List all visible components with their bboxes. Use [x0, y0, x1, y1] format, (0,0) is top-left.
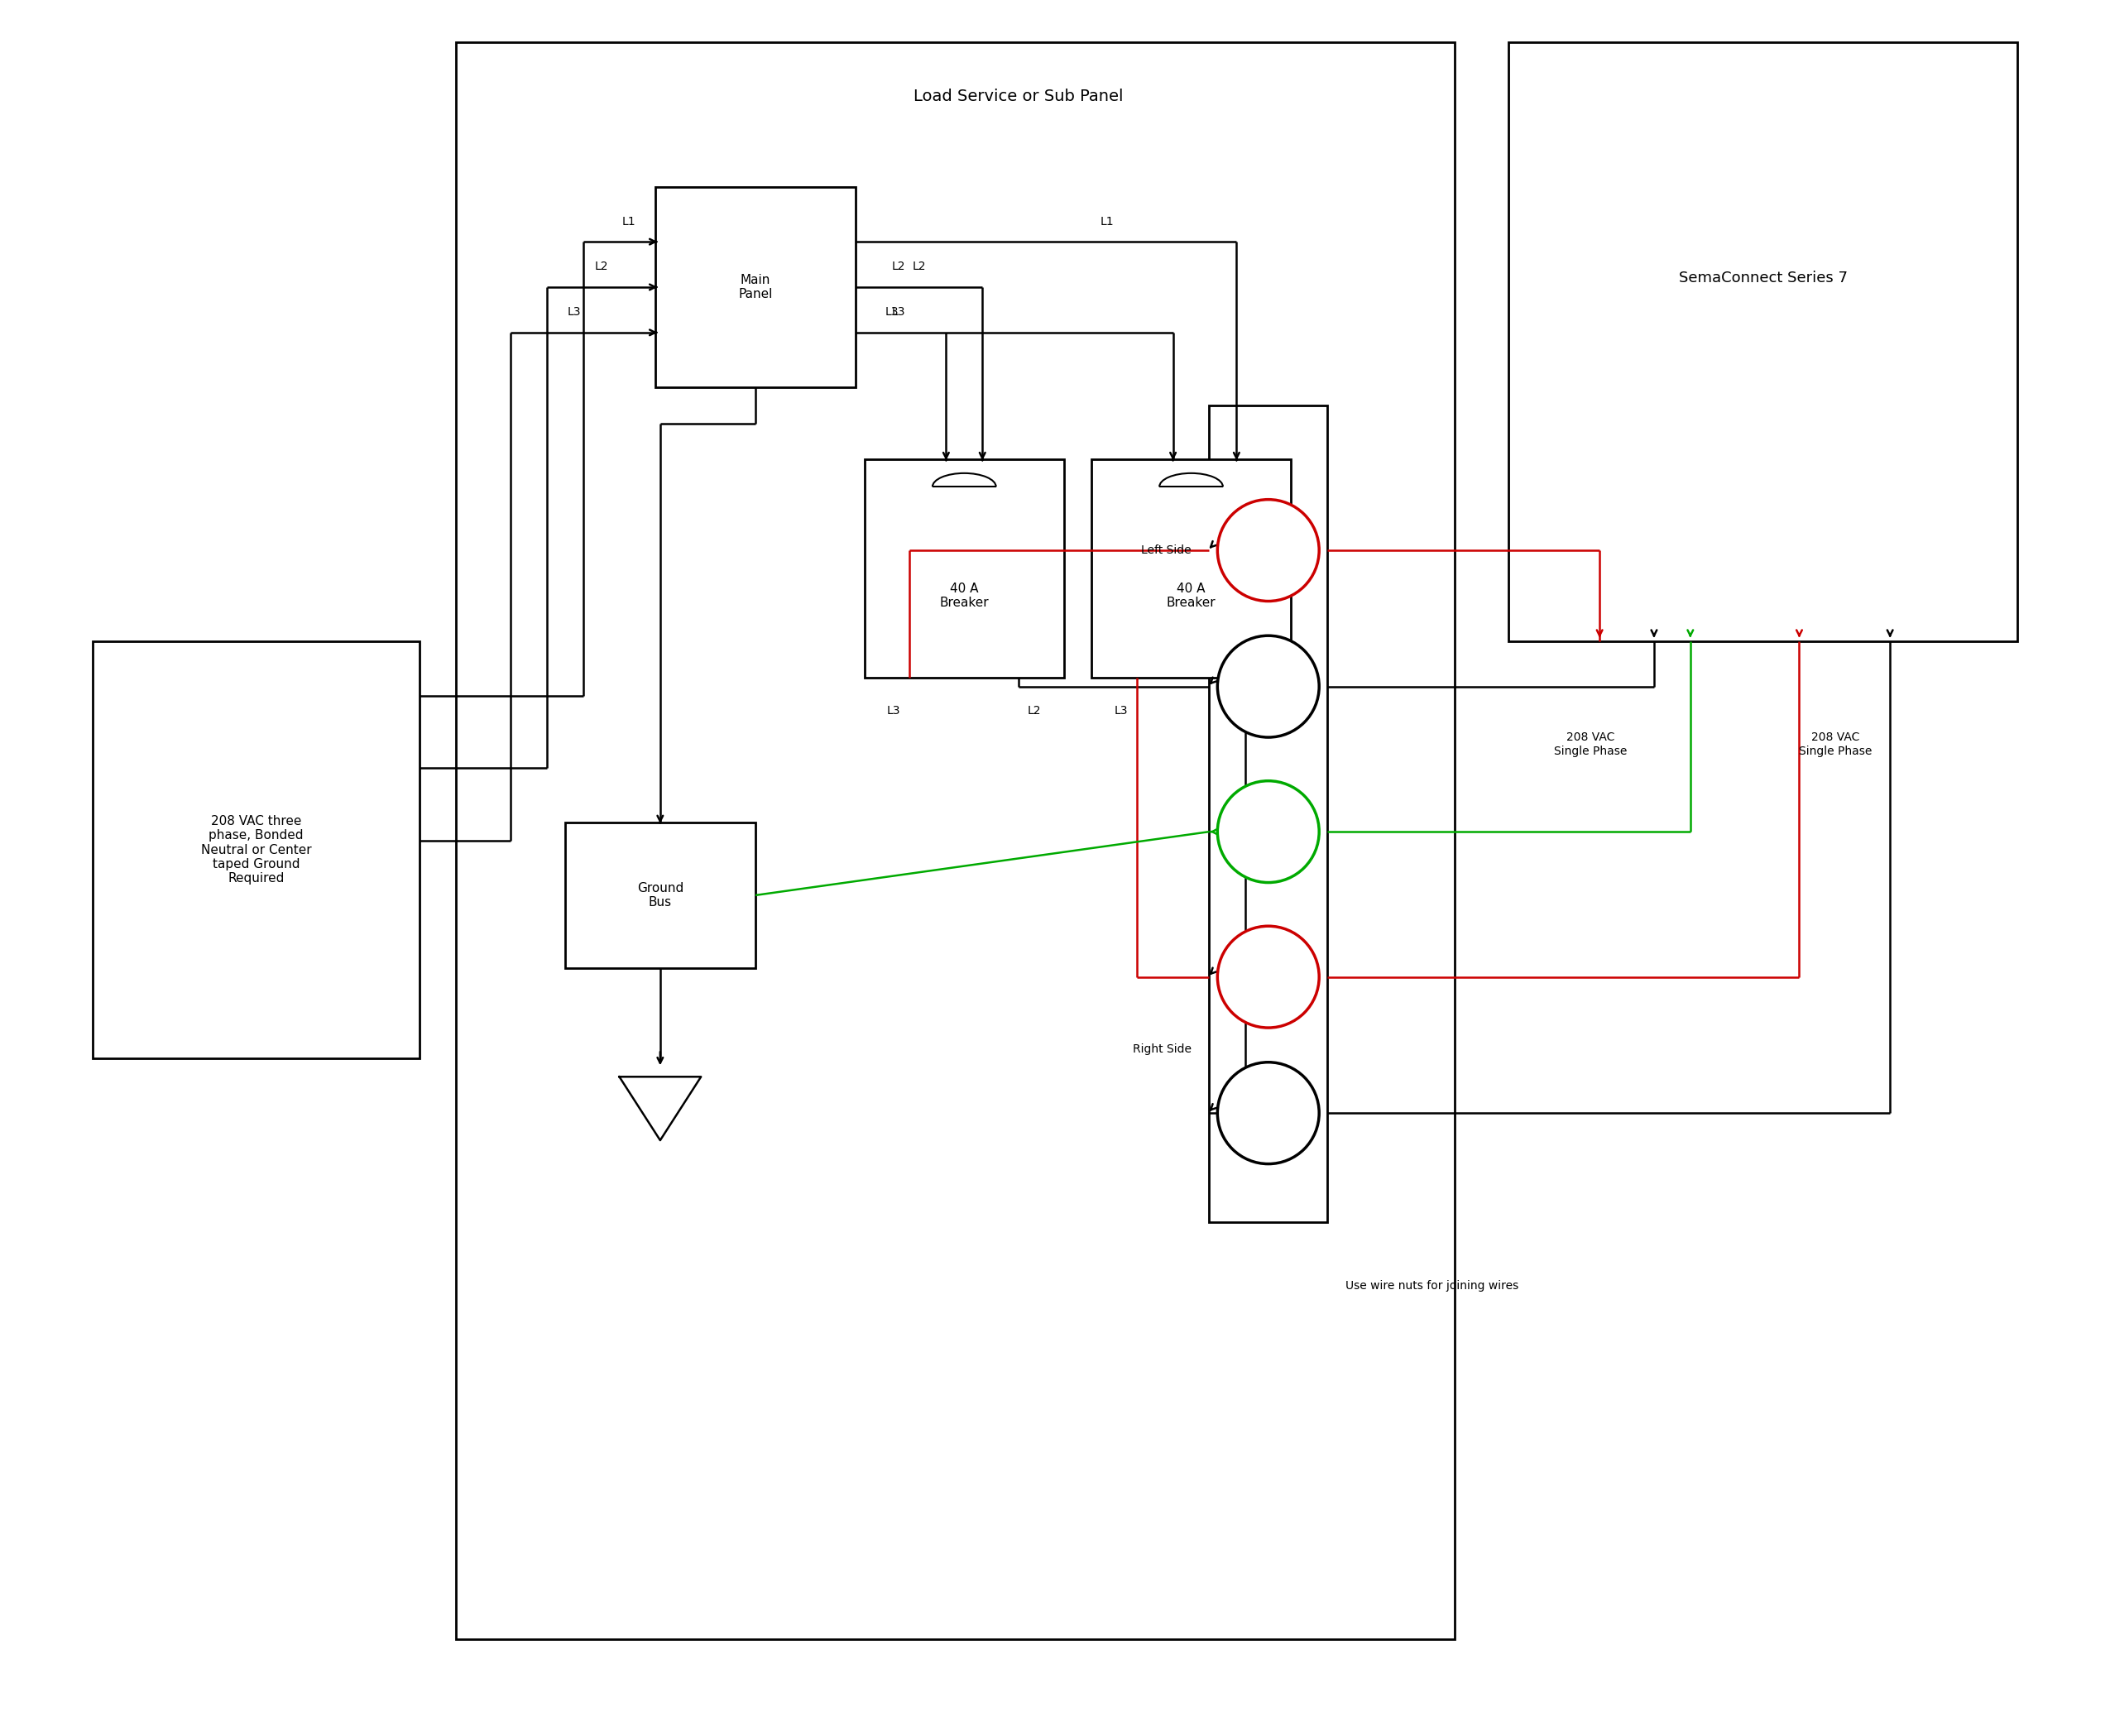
Text: L2: L2: [595, 260, 608, 273]
Circle shape: [1217, 635, 1319, 738]
Circle shape: [1217, 925, 1319, 1028]
Text: Left Side: Left Side: [1142, 545, 1192, 556]
Bar: [565, 823, 755, 969]
Bar: [1209, 404, 1327, 1222]
Text: L1: L1: [622, 215, 635, 227]
Text: 40 A
Breaker: 40 A Breaker: [939, 582, 990, 609]
Text: L2: L2: [1028, 705, 1042, 717]
Text: L1: L1: [1101, 215, 1114, 227]
Bar: [1509, 42, 2017, 641]
Text: Ground
Bus: Ground Bus: [637, 882, 684, 908]
Text: L3: L3: [1114, 705, 1127, 717]
Text: L2: L2: [893, 260, 905, 273]
Bar: [93, 641, 420, 1059]
Bar: [656, 187, 855, 387]
Text: L2: L2: [912, 260, 926, 273]
Bar: [456, 42, 1454, 1639]
Text: L3: L3: [886, 705, 901, 717]
Text: Right Side: Right Side: [1133, 1043, 1192, 1055]
Text: Use wire nuts for joining wires: Use wire nuts for joining wires: [1346, 1279, 1519, 1292]
Circle shape: [1217, 781, 1319, 882]
Text: L3: L3: [568, 306, 580, 318]
Text: 40 A
Breaker: 40 A Breaker: [1167, 582, 1215, 609]
Text: SemaConnect Series 7: SemaConnect Series 7: [1680, 271, 1848, 285]
Circle shape: [1217, 1062, 1319, 1163]
Text: 208 VAC
Single Phase: 208 VAC Single Phase: [1800, 733, 1872, 757]
Text: L3: L3: [884, 306, 899, 318]
Circle shape: [1217, 500, 1319, 601]
Bar: [1091, 460, 1291, 677]
Text: Main
Panel: Main Panel: [738, 274, 772, 300]
Text: 208 VAC three
phase, Bonded
Neutral or Center
taped Ground
Required: 208 VAC three phase, Bonded Neutral or C…: [200, 814, 312, 885]
Text: L3: L3: [893, 306, 905, 318]
Text: 208 VAC
Single Phase: 208 VAC Single Phase: [1553, 733, 1627, 757]
Bar: [865, 460, 1063, 677]
Text: Load Service or Sub Panel: Load Service or Sub Panel: [914, 89, 1123, 104]
Text: L1: L1: [1255, 705, 1268, 717]
